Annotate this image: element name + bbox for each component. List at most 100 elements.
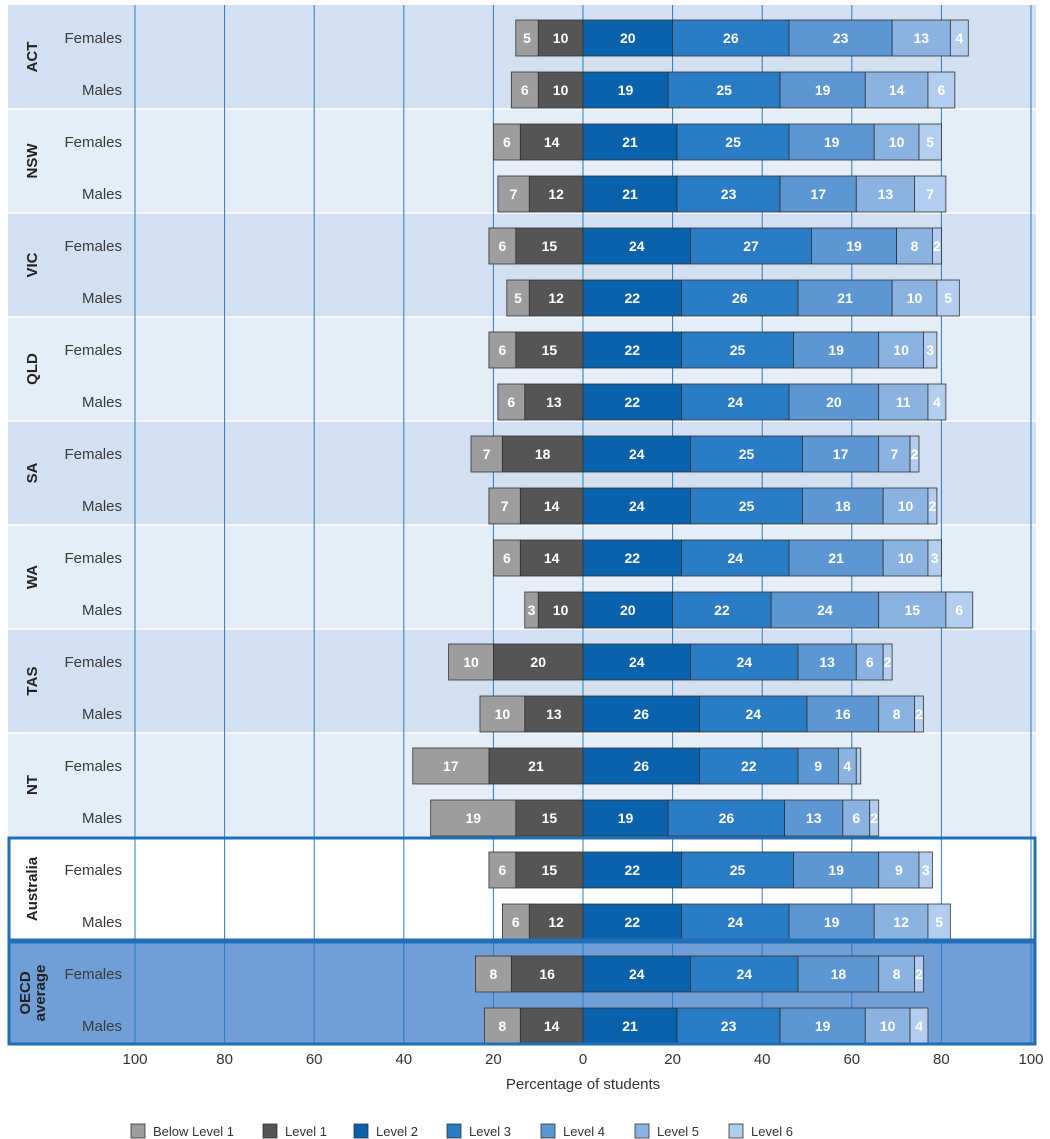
bar-segment-level-3 bbox=[681, 851, 794, 889]
bar-segment-below-level-1 bbox=[497, 175, 530, 213]
legend-item: Level 4 bbox=[540, 1123, 605, 1139]
data-label: 14 bbox=[544, 1018, 560, 1034]
data-label: 22 bbox=[624, 862, 640, 878]
bar-segment-below-level-1 bbox=[488, 851, 517, 889]
bar-segment-level-1 bbox=[537, 71, 584, 109]
data-label: 2 bbox=[933, 238, 941, 254]
bar-segment-level-2 bbox=[582, 643, 691, 681]
data-label: 22 bbox=[624, 914, 640, 930]
x-tick-label: 20 bbox=[664, 1051, 681, 1068]
bar-segment-level-1 bbox=[515, 331, 584, 369]
legend-swatch bbox=[634, 1123, 650, 1139]
bar-segment-level-1 bbox=[537, 591, 584, 629]
bar-segment-level-6 bbox=[932, 227, 942, 265]
data-label: 22 bbox=[624, 550, 640, 566]
bar-segment-level-5 bbox=[878, 591, 947, 629]
data-label: 5 bbox=[935, 914, 943, 930]
bar-segment-below-level-1 bbox=[470, 435, 503, 473]
legend-label: Level 6 bbox=[751, 1124, 793, 1139]
data-label: 12 bbox=[893, 914, 909, 930]
row-label: Females bbox=[64, 30, 122, 47]
row-label: Females bbox=[64, 446, 122, 463]
data-label: 2 bbox=[911, 446, 919, 462]
bar-segment-level-5 bbox=[882, 539, 929, 577]
x-axis: Percentage of students 100 80 60 40 20 0 20 40 6… bbox=[122, 1051, 1043, 1093]
group-label: SA bbox=[24, 462, 41, 483]
bar-segment-level-2 bbox=[582, 695, 700, 733]
data-label: 13 bbox=[913, 30, 929, 46]
data-label: 17 bbox=[810, 186, 826, 202]
data-label: 10 bbox=[495, 706, 511, 722]
legend-item: Level 5 bbox=[634, 1123, 699, 1139]
bar-segment-below-level-1 bbox=[524, 591, 539, 629]
group-label: NT bbox=[24, 775, 41, 795]
data-label: 6 bbox=[498, 238, 506, 254]
data-label: 25 bbox=[716, 82, 732, 98]
bar-segment-level-6 bbox=[949, 19, 969, 57]
bar-segment-level-4 bbox=[779, 175, 857, 213]
data-label: 16 bbox=[835, 706, 851, 722]
bar-segment-below-level-1 bbox=[501, 903, 530, 941]
group-label: WA bbox=[24, 565, 41, 589]
bar-segment-level-4 bbox=[802, 487, 884, 525]
data-label: 7 bbox=[483, 446, 491, 462]
bar-segment-level-6 bbox=[914, 695, 924, 733]
data-label: 26 bbox=[633, 758, 649, 774]
bar-segment-level-5 bbox=[878, 695, 915, 733]
bar-segment-level-2 bbox=[582, 591, 673, 629]
data-label: 15 bbox=[542, 862, 558, 878]
row-label: Males bbox=[82, 82, 122, 99]
data-label: 8 bbox=[490, 966, 498, 982]
legend-item: Level 2 bbox=[353, 1123, 418, 1139]
row-label: Females bbox=[64, 862, 122, 879]
data-label: 19 bbox=[815, 1018, 831, 1034]
row-label: Females bbox=[64, 758, 122, 775]
bar-segment-level-2 bbox=[582, 71, 669, 109]
data-label: 21 bbox=[622, 186, 638, 202]
legend-item: Level 1 bbox=[262, 1123, 327, 1139]
bar-segment-level-2 bbox=[582, 747, 700, 785]
data-label: 19 bbox=[824, 134, 840, 150]
data-label: 6 bbox=[503, 550, 511, 566]
legend-label: Level 3 bbox=[469, 1124, 511, 1139]
data-label: 19 bbox=[824, 914, 840, 930]
group-label: QLD bbox=[24, 353, 41, 385]
bar-segment-level-4 bbox=[806, 695, 880, 733]
bar-segment-level-2 bbox=[582, 19, 673, 57]
bar-segment-level-2 bbox=[582, 123, 678, 161]
group-label: VIC bbox=[24, 252, 41, 277]
bar-segment-level-5 bbox=[878, 851, 920, 889]
bar-segment-level-1 bbox=[519, 539, 584, 577]
data-label: 22 bbox=[624, 290, 640, 306]
data-label: 13 bbox=[819, 654, 835, 670]
bar-segment-level-5 bbox=[842, 799, 871, 837]
bar-segment-level-3 bbox=[699, 747, 799, 785]
data-label: 19 bbox=[815, 82, 831, 98]
data-label: 11 bbox=[896, 394, 911, 410]
bar-segment-level-1 bbox=[537, 19, 584, 57]
bar-segment-level-2 bbox=[582, 799, 669, 837]
data-label: 4 bbox=[933, 394, 941, 410]
data-label: 12 bbox=[548, 290, 564, 306]
bar-segment-below-level-1 bbox=[412, 747, 490, 785]
data-label: 18 bbox=[535, 446, 551, 462]
row-label: Males bbox=[82, 914, 122, 931]
data-label: 24 bbox=[817, 602, 833, 618]
data-label: 13 bbox=[806, 810, 822, 826]
bar-segment-below-level-1 bbox=[488, 331, 517, 369]
bar-segment-level-5 bbox=[882, 487, 929, 525]
bar-segment-level-6 bbox=[909, 435, 920, 473]
data-label: 5 bbox=[514, 290, 522, 306]
data-label: 15 bbox=[542, 342, 558, 358]
bar-segment-level-5 bbox=[896, 227, 933, 265]
row-label: Females bbox=[64, 966, 122, 983]
data-label: 15 bbox=[904, 602, 920, 618]
data-label: 24 bbox=[629, 238, 645, 254]
bar-segment-level-1 bbox=[488, 747, 584, 785]
bar-segment-level-2 bbox=[582, 383, 682, 421]
data-label: 19 bbox=[828, 862, 844, 878]
legend-item: Level 3 bbox=[446, 1123, 511, 1139]
legend-label: Level 4 bbox=[563, 1124, 605, 1139]
bar-segment-level-4 bbox=[788, 123, 875, 161]
bar-segment-level-5 bbox=[864, 71, 929, 109]
